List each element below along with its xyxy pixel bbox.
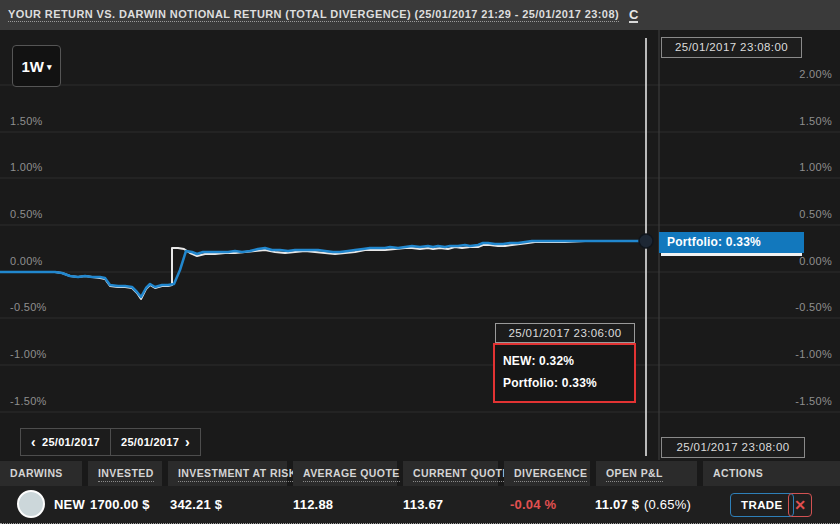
chevron-right-icon: › [185,434,190,450]
prev-date-button[interactable]: ‹ 25/01/2017 [20,428,111,456]
tooltip-line: NEW: 0.32% [503,350,626,372]
col-header-divergence[interactable]: DIVERGENCE [504,461,590,486]
col-header-actions: ACTIONS [703,461,840,486]
tooltip-values: NEW: 0.32%Portfolio: 0.33% [493,343,636,403]
col-header-invested[interactable]: INVESTED [88,461,162,486]
divergence-chart[interactable]: 2.00% 1.50% 1.50% 1.00% 1.00% 0.50% 0.50% 0.00%… [0,30,840,460]
average-quote-value: 112.88 [293,486,333,523]
tooltip-time: 25/01/2017 23:06:00 [495,323,635,343]
table-row[interactable]: NEW 1700.00 $ 342.21 $ 112.88 113.67 -0.… [0,486,840,524]
col-header-investment-at-risk[interactable]: INVESTMENT AT RISK [168,461,287,486]
chart-tooltip: 25/01/2017 23:06:00 NEW: 0.32%Portfolio:… [493,323,636,403]
investment-at-risk-value: 342.21 $ [170,486,222,523]
series-portfolio [0,241,646,297]
chevron-left-icon: ‹ [31,434,36,450]
crosshair-date-bottom: 25/01/2017 23:08:00 [661,437,805,458]
period-label: 1W [21,58,44,75]
open-pl-value: 11.07 $ (0.65%) [595,486,691,523]
current-point-marker [639,234,653,248]
next-date-button[interactable]: 25/01/2017 › [111,428,201,456]
next-date-label: 25/01/2017 [121,436,179,448]
date-navigation: ‹ 25/01/2017 25/01/2017 › [20,428,201,456]
y-axis-label-right: -0.50% [795,301,832,315]
y-axis-label-left: 0.00% [10,255,43,269]
y-axis-label-right: 0.50% [799,208,832,222]
period-selector[interactable]: 1W ▾ [12,45,61,87]
y-axis-label-right: -1.50% [795,395,832,409]
portfolio-badge: Portfolio: 0.33% [659,232,804,253]
new-badge-edge [661,253,802,256]
y-axis-label-left: -1.50% [10,395,47,409]
y-axis-label-right: 2.00% [799,68,832,82]
col-header-open-pl[interactable]: OPEN P&L [596,461,697,486]
y-axis-label-left: -1.00% [10,348,47,362]
refresh-icon[interactable]: C [629,8,638,23]
y-axis-label-right: 1.00% [799,161,832,175]
darwin-name[interactable]: NEW [54,486,85,523]
close-position-button[interactable]: ✕ [788,493,812,517]
crosshair-date-top: 25/01/2017 23:08:00 [661,37,802,58]
trading-app: YOUR RETURN VS. DARWIN NOTIONAL RETURN (… [0,0,840,524]
y-axis-label-right: -1.00% [795,348,832,362]
chevron-down-icon: ▾ [47,62,52,72]
y-axis-label-right: 0.00% [799,255,832,269]
y-axis-label-right: 1.50% [799,115,832,129]
y-axis-label-left: 1.00% [10,161,43,175]
y-axis-label-left: 0.50% [10,208,43,222]
chart-titlebar: YOUR RETURN VS. DARWIN NOTIONAL RETURN (… [0,0,840,30]
divergence-value: -0.04 % [510,486,556,523]
y-axis-label-left: 1.50% [10,115,43,129]
chart-title: YOUR RETURN VS. DARWIN NOTIONAL RETURN (… [8,8,619,22]
current-quote-value: 113.67 [403,486,443,523]
positions-table-header: DARWINS INVESTED INVESTMENT AT RISK AVER… [0,461,840,486]
darwin-avatar[interactable] [17,490,45,518]
col-header-darwins[interactable]: DARWINS [0,461,82,486]
col-header-average-quote[interactable]: AVERAGE QUOTE [293,461,397,486]
tooltip-line: Portfolio: 0.33% [503,372,626,394]
y-axis-label-left: -0.50% [10,301,47,315]
prev-date-label: 25/01/2017 [42,436,100,448]
trade-button[interactable]: TRADE [730,493,794,517]
invested-value: 1700.00 $ [90,486,150,523]
open-pl-percent: (0.65%) [644,497,691,512]
open-pl-amount: 11.07 $ [595,497,639,512]
col-header-current-quote[interactable]: CURRENT QUOTE [403,461,498,486]
close-icon: ✕ [794,497,806,513]
